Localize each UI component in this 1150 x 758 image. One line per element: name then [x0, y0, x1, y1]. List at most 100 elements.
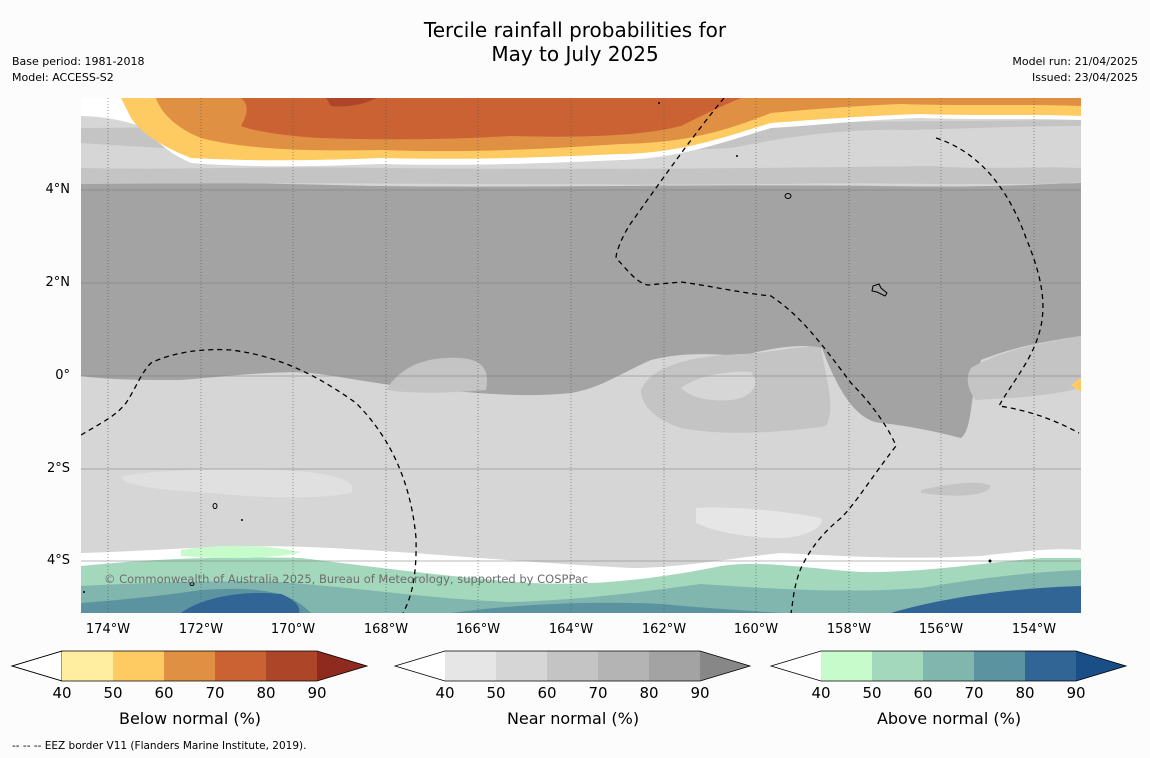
- islands: [189, 193, 888, 586]
- cb-below-tick-80: 80: [256, 684, 276, 702]
- cb-near-tick-60: 60: [537, 684, 557, 702]
- near-normal-patch-4: [967, 336, 1081, 400]
- cb-below-tick-70: 70: [205, 684, 225, 702]
- meta-right: Model run: 21/04/2025 Issued: 23/04/2025: [1012, 54, 1138, 86]
- eez-borders: [81, 98, 1080, 613]
- map-panel: © Commonwealth of Australia 2025, Bureau…: [81, 98, 1081, 613]
- cb-below-swatch-4: [266, 651, 317, 681]
- lon-label-158w: 158°W: [826, 622, 872, 637]
- cb-below-arrow-left: [10, 650, 63, 682]
- lon-label-154w: 154°W: [1011, 622, 1057, 637]
- island-point-1: [658, 102, 660, 104]
- map-canvas: © Commonwealth of Australia 2025, Bureau…: [81, 98, 1081, 613]
- below-normal-patch-east: [1071, 378, 1081, 392]
- lon-label-156w: 156°W: [918, 622, 964, 637]
- lon-label-160w: 160°W: [733, 622, 779, 637]
- cb-above-tick-70: 70: [964, 684, 984, 702]
- lat-label-4s: 4°S: [46, 553, 70, 568]
- lon-label-166w: 166°W: [455, 622, 501, 637]
- below-normal-70-region: [241, 98, 741, 140]
- cb-above-swatch-2: [923, 651, 974, 681]
- cb-below-tick-40: 40: [52, 684, 72, 702]
- cb-above-tick-60: 60: [913, 684, 933, 702]
- lat-label-2s: 2°S: [46, 461, 70, 476]
- model-text: Model: ACCESS-S2: [12, 71, 114, 84]
- cb-above-swatch-0: [821, 651, 872, 681]
- cb-near-outline: [393, 650, 752, 682]
- cb-above-arrow-right: [1076, 651, 1126, 681]
- cb-near-tick-90: 90: [690, 684, 710, 702]
- model-run-text: Model run: 21/04/2025: [1012, 55, 1138, 68]
- longitude-gridlines: [107, 98, 1035, 613]
- lon-label-172w: 172°W: [178, 622, 224, 637]
- base-period-text: Base period: 1981-2018: [12, 55, 145, 68]
- above-normal-80-region-east: [891, 586, 1081, 613]
- cb-above-swatch-4: [1025, 651, 1076, 681]
- cb-near-tick-50: 50: [486, 684, 506, 702]
- cb-below-outline: [10, 650, 369, 682]
- cb-near-swatch-0: [445, 651, 496, 681]
- cb-below-arrow-right: [317, 651, 367, 681]
- island-points: [83, 102, 992, 593]
- cb-below-swatch-2: [164, 651, 215, 681]
- lon-label-174w: 174°W: [85, 622, 131, 637]
- meta-left: Base period: 1981-2018 Model: ACCESS-S2: [12, 54, 144, 86]
- cb-below-swatch-0: [62, 651, 113, 681]
- lon-label-164w: 164°W: [548, 622, 594, 637]
- cb-below-tick-50: 50: [103, 684, 123, 702]
- cb-near-swatch-3: [598, 651, 649, 681]
- title-line-2: May to July 2025: [491, 42, 659, 66]
- colorbar-below-normal: [10, 650, 369, 682]
- lon-label-162w: 162°W: [641, 622, 687, 637]
- cb-above-tick-50: 50: [862, 684, 882, 702]
- cb-near-swatch-4: [649, 651, 700, 681]
- cb-above-tick-80: 80: [1015, 684, 1035, 702]
- lon-label-168w: 168°W: [363, 622, 409, 637]
- cb-near-tick-70: 70: [588, 684, 608, 702]
- map-title: Tercile rainfall probabilities for May t…: [0, 18, 1150, 66]
- lat-label-2n: 2°N: [45, 275, 71, 290]
- near-normal-patch-7: [921, 482, 991, 496]
- cb-below-swatch-1: [113, 651, 164, 681]
- cb-above-swatch-3: [974, 651, 1025, 681]
- latitude-gridlines: [81, 189, 1081, 562]
- island-point-3: [241, 519, 243, 521]
- island-point-2: [736, 155, 738, 157]
- island-point-4: [83, 591, 85, 593]
- cb-near-arrow-left: [395, 651, 445, 681]
- cb-near-swatch-1: [496, 651, 547, 681]
- colorbar-near-normal: [393, 650, 752, 682]
- cb-near-swatch-2: [547, 651, 598, 681]
- cb-near-arrow-right: [700, 651, 750, 681]
- colorbar-above-normal: [769, 650, 1128, 682]
- eez-border-central: [615, 98, 897, 613]
- lat-label-0: 0°: [55, 368, 70, 383]
- near-normal-patch-3: [681, 371, 756, 401]
- cb-above-arrow-left: [771, 651, 821, 681]
- above-normal-60-region: [81, 570, 1081, 613]
- cb-above-tick-90: 90: [1066, 684, 1086, 702]
- above-normal-70-region-central: [451, 602, 781, 613]
- cb-below-tick-60: 60: [154, 684, 174, 702]
- cb-above-swatch-1: [872, 651, 923, 681]
- above-normal-40-region: [181, 545, 301, 559]
- eez-footnote: -- -- -- EEZ border V11 (Flanders Marine…: [12, 740, 307, 752]
- cb-near-label: Near normal (%): [506, 709, 640, 728]
- island-3: [212, 503, 218, 509]
- above-normal-80-region-west: [181, 592, 300, 613]
- below-normal-80-region: [326, 98, 376, 107]
- near-normal-80-region: [81, 181, 1081, 438]
- eez-border-west: [81, 348, 417, 613]
- title-line-1: Tercile rainfall probabilities for: [423, 18, 727, 42]
- copyright-text: © Commonwealth of Australia 2025, Bureau…: [104, 572, 588, 586]
- island-2: [871, 283, 888, 297]
- lon-label-170w: 170°W: [270, 622, 316, 637]
- near-normal-patch-1: [386, 357, 487, 393]
- cb-near-tick-40: 40: [435, 684, 455, 702]
- cb-above-label: Above normal (%): [876, 709, 1022, 728]
- island-1: [784, 193, 792, 199]
- cb-above-tick-40: 40: [811, 684, 831, 702]
- near-normal-patch-5: [121, 469, 353, 498]
- cb-below-swatch-3: [215, 651, 266, 681]
- lat-label-4n: 4°N: [45, 182, 71, 197]
